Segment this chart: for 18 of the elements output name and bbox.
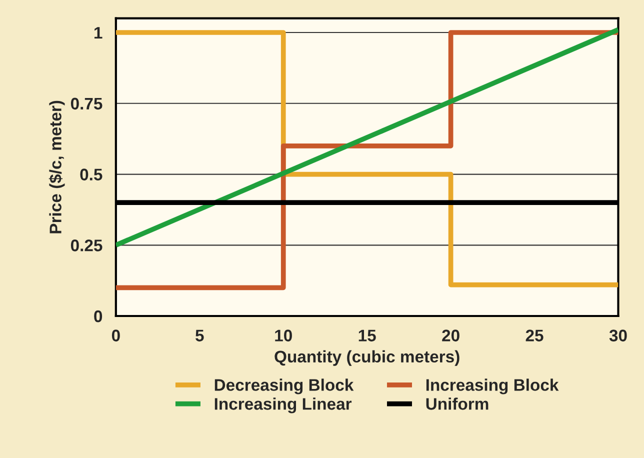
x-tick-label: 15 — [358, 330, 376, 342]
legend-label: Decreasing Block — [214, 378, 354, 394]
y-tick-label: 0.5 — [80, 168, 102, 180]
y-tick-label: 1 — [94, 27, 102, 39]
y-tick-label: 0.25 — [70, 240, 102, 252]
y-axis-title: Price ($/c, meter) — [48, 100, 65, 234]
legend-label: Increasing Block — [426, 378, 559, 394]
x-tick-label: 10 — [275, 330, 292, 342]
x-axis-title: Quantity (cubic meters) — [274, 350, 460, 366]
y-tick-label: 0 — [94, 310, 102, 322]
x-tick-label: 30 — [609, 330, 627, 342]
legend-label: Uniform — [426, 398, 488, 410]
x-tick-label: 5 — [196, 330, 204, 342]
legend-label: Increasing Linear — [214, 398, 352, 414]
x-tick-label: 20 — [442, 330, 460, 342]
x-tick-label: 0 — [112, 330, 120, 342]
y-tick-label: 0.75 — [70, 98, 102, 110]
x-tick-label: 25 — [526, 330, 544, 342]
